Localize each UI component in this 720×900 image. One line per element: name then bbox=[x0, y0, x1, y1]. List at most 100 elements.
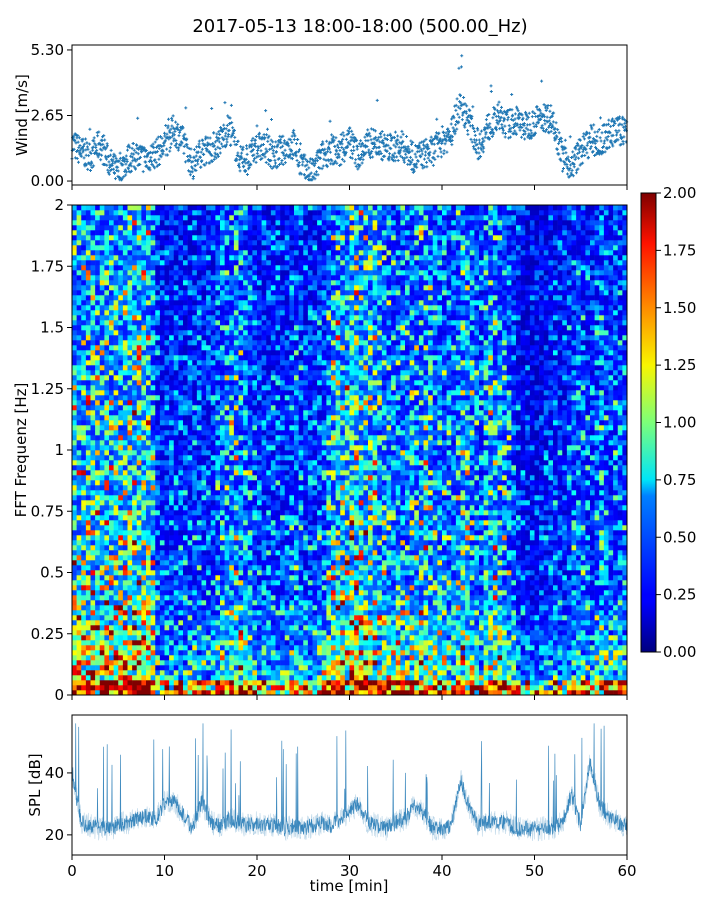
spectrogram-cell bbox=[72, 635, 77, 641]
spectrogram-cell bbox=[76, 255, 82, 261]
spectrogram-cell bbox=[85, 580, 91, 586]
wind-point bbox=[150, 160, 154, 164]
spectrogram-cell bbox=[201, 265, 207, 271]
spectrogram-cell bbox=[104, 340, 110, 346]
spectrogram-cell bbox=[104, 615, 110, 621]
wind-point bbox=[621, 142, 625, 146]
spectrogram-cell bbox=[95, 255, 101, 261]
spectrogram-cell bbox=[136, 330, 142, 336]
spectrogram-cell bbox=[164, 265, 170, 271]
spectrogram-cell bbox=[76, 570, 82, 576]
spectrogram-cell bbox=[109, 455, 114, 461]
wind-point bbox=[99, 158, 103, 162]
spectrogram-cell bbox=[150, 260, 156, 266]
spectrogram-cell bbox=[127, 575, 133, 581]
spectrogram-cell bbox=[118, 390, 124, 396]
spectrogram-cell bbox=[85, 300, 91, 306]
spectrogram-cell bbox=[210, 490, 216, 496]
spectrogram-cell bbox=[206, 360, 212, 366]
wind-point bbox=[223, 101, 227, 105]
spectrogram-cell bbox=[141, 335, 147, 341]
spectrogram-cell bbox=[150, 605, 156, 611]
spectrogram-cell bbox=[122, 520, 128, 526]
spectrogram-cell bbox=[164, 330, 170, 336]
spectrogram-cell bbox=[183, 645, 188, 651]
spectrogram-cell bbox=[81, 550, 87, 556]
spectrogram-cell bbox=[141, 245, 147, 251]
spectrogram-cell bbox=[95, 365, 101, 371]
wind-point bbox=[151, 164, 155, 168]
spectrogram-cell bbox=[215, 355, 221, 361]
spectrogram-cell bbox=[155, 355, 161, 361]
spectrogram-cell bbox=[136, 615, 142, 621]
spectrogram-cell bbox=[104, 665, 110, 671]
spectrogram-cell bbox=[150, 475, 156, 481]
spectrogram-cell bbox=[173, 510, 179, 516]
wind-point bbox=[607, 118, 611, 122]
wind-point bbox=[440, 125, 444, 129]
spectrogram-cell bbox=[215, 610, 221, 616]
spectrogram-cell bbox=[99, 255, 105, 261]
spectrogram-cell bbox=[178, 435, 184, 441]
spectrogram-cell bbox=[206, 635, 212, 641]
spectrogram-cell bbox=[104, 500, 110, 506]
wind-point bbox=[199, 165, 203, 169]
wind-point bbox=[127, 143, 131, 147]
spectrogram-cell bbox=[99, 530, 105, 536]
spectrogram-cell bbox=[210, 455, 216, 461]
spectrogram-cell bbox=[183, 670, 188, 676]
wind-point bbox=[113, 177, 117, 181]
spectrogram-cell bbox=[122, 315, 128, 321]
spectrogram-cell bbox=[141, 500, 147, 506]
spectrogram-cell bbox=[109, 550, 114, 556]
wind-point bbox=[153, 158, 157, 162]
wind-point bbox=[91, 148, 95, 152]
wind-point bbox=[217, 140, 221, 144]
wind-point bbox=[281, 162, 285, 166]
spectrogram-cell bbox=[81, 265, 87, 271]
spectrogram-cell bbox=[196, 315, 202, 321]
spectrogram-cell bbox=[150, 615, 156, 621]
spectrogram-cell bbox=[159, 465, 165, 471]
spectrogram-cell bbox=[146, 585, 151, 591]
spectrogram-cell bbox=[99, 505, 105, 511]
spectrogram-cell bbox=[118, 625, 124, 631]
spectrogram-cell bbox=[141, 365, 147, 371]
spectrogram-cell bbox=[210, 405, 216, 411]
spectrogram-cell bbox=[150, 455, 156, 461]
spectrogram-cell bbox=[95, 300, 101, 306]
spectrogram-cell bbox=[192, 520, 198, 526]
spectrogram-cell bbox=[187, 440, 193, 446]
spectrogram-cell bbox=[164, 550, 170, 556]
spectrogram-cell bbox=[206, 555, 212, 561]
wind-point bbox=[154, 160, 158, 164]
wind-point bbox=[338, 148, 342, 152]
spectrogram-cell bbox=[159, 505, 165, 511]
spectrogram-cell bbox=[183, 615, 188, 621]
spectrogram-cell bbox=[155, 670, 161, 676]
spectrogram-cell bbox=[118, 295, 124, 301]
spectrogram-cell bbox=[90, 255, 96, 261]
spectrogram-cell bbox=[150, 630, 156, 636]
spectrogram-cell bbox=[99, 450, 105, 456]
spectrogram-cell bbox=[95, 320, 101, 326]
spectrogram-cell bbox=[187, 445, 193, 451]
spectrogram-cell bbox=[210, 440, 216, 446]
spectrogram-cell bbox=[215, 325, 221, 331]
spectrogram-cell bbox=[109, 205, 114, 211]
spectrogram-cell bbox=[113, 545, 119, 551]
spectrogram-cell bbox=[164, 555, 170, 561]
spectrogram-cell bbox=[159, 380, 165, 386]
spectrogram-cell bbox=[122, 565, 128, 571]
spectrogram-cell bbox=[210, 510, 216, 516]
spectrogram-cell bbox=[72, 215, 77, 221]
spectrogram-cell bbox=[90, 420, 96, 426]
spectrogram-cell bbox=[196, 615, 202, 621]
spectrogram-cell bbox=[136, 275, 142, 281]
spectrogram-cell bbox=[187, 540, 193, 546]
spectrogram-cell bbox=[90, 370, 96, 376]
spectrogram-cell bbox=[169, 410, 175, 416]
spectrogram-cell bbox=[183, 560, 188, 566]
wind-point bbox=[102, 134, 106, 138]
wind-point bbox=[454, 108, 458, 112]
